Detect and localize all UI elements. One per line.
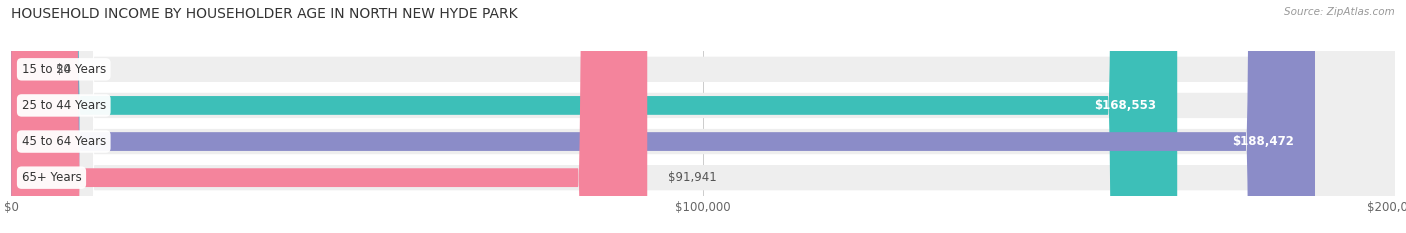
FancyBboxPatch shape	[11, 0, 1395, 233]
Text: $168,553: $168,553	[1094, 99, 1157, 112]
Text: 45 to 64 Years: 45 to 64 Years	[21, 135, 105, 148]
Text: 65+ Years: 65+ Years	[21, 171, 82, 184]
FancyBboxPatch shape	[11, 0, 39, 233]
Text: $188,472: $188,472	[1233, 135, 1295, 148]
Text: HOUSEHOLD INCOME BY HOUSEHOLDER AGE IN NORTH NEW HYDE PARK: HOUSEHOLD INCOME BY HOUSEHOLDER AGE IN N…	[11, 7, 517, 21]
FancyBboxPatch shape	[11, 0, 1395, 233]
Text: 15 to 24 Years: 15 to 24 Years	[21, 63, 105, 76]
FancyBboxPatch shape	[11, 0, 1177, 233]
FancyBboxPatch shape	[11, 0, 1395, 233]
Text: $91,941: $91,941	[668, 171, 717, 184]
FancyBboxPatch shape	[11, 0, 1315, 233]
FancyBboxPatch shape	[11, 0, 647, 233]
Text: 25 to 44 Years: 25 to 44 Years	[21, 99, 105, 112]
FancyBboxPatch shape	[11, 0, 1395, 233]
Text: Source: ZipAtlas.com: Source: ZipAtlas.com	[1284, 7, 1395, 17]
Text: $0: $0	[56, 63, 72, 76]
